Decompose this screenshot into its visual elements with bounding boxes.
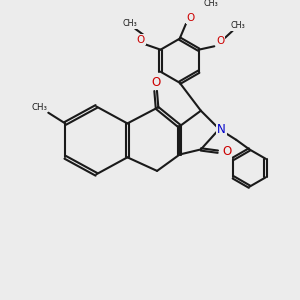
Text: O: O — [151, 76, 160, 89]
Text: N: N — [217, 123, 226, 136]
Text: O: O — [222, 145, 232, 158]
Text: CH₃: CH₃ — [31, 103, 47, 112]
Text: CH₃: CH₃ — [203, 0, 218, 8]
Text: O: O — [137, 34, 145, 44]
Text: CH₃: CH₃ — [231, 21, 246, 30]
Text: O: O — [187, 13, 195, 23]
Text: O: O — [216, 36, 225, 46]
Text: CH₃: CH₃ — [123, 19, 137, 28]
